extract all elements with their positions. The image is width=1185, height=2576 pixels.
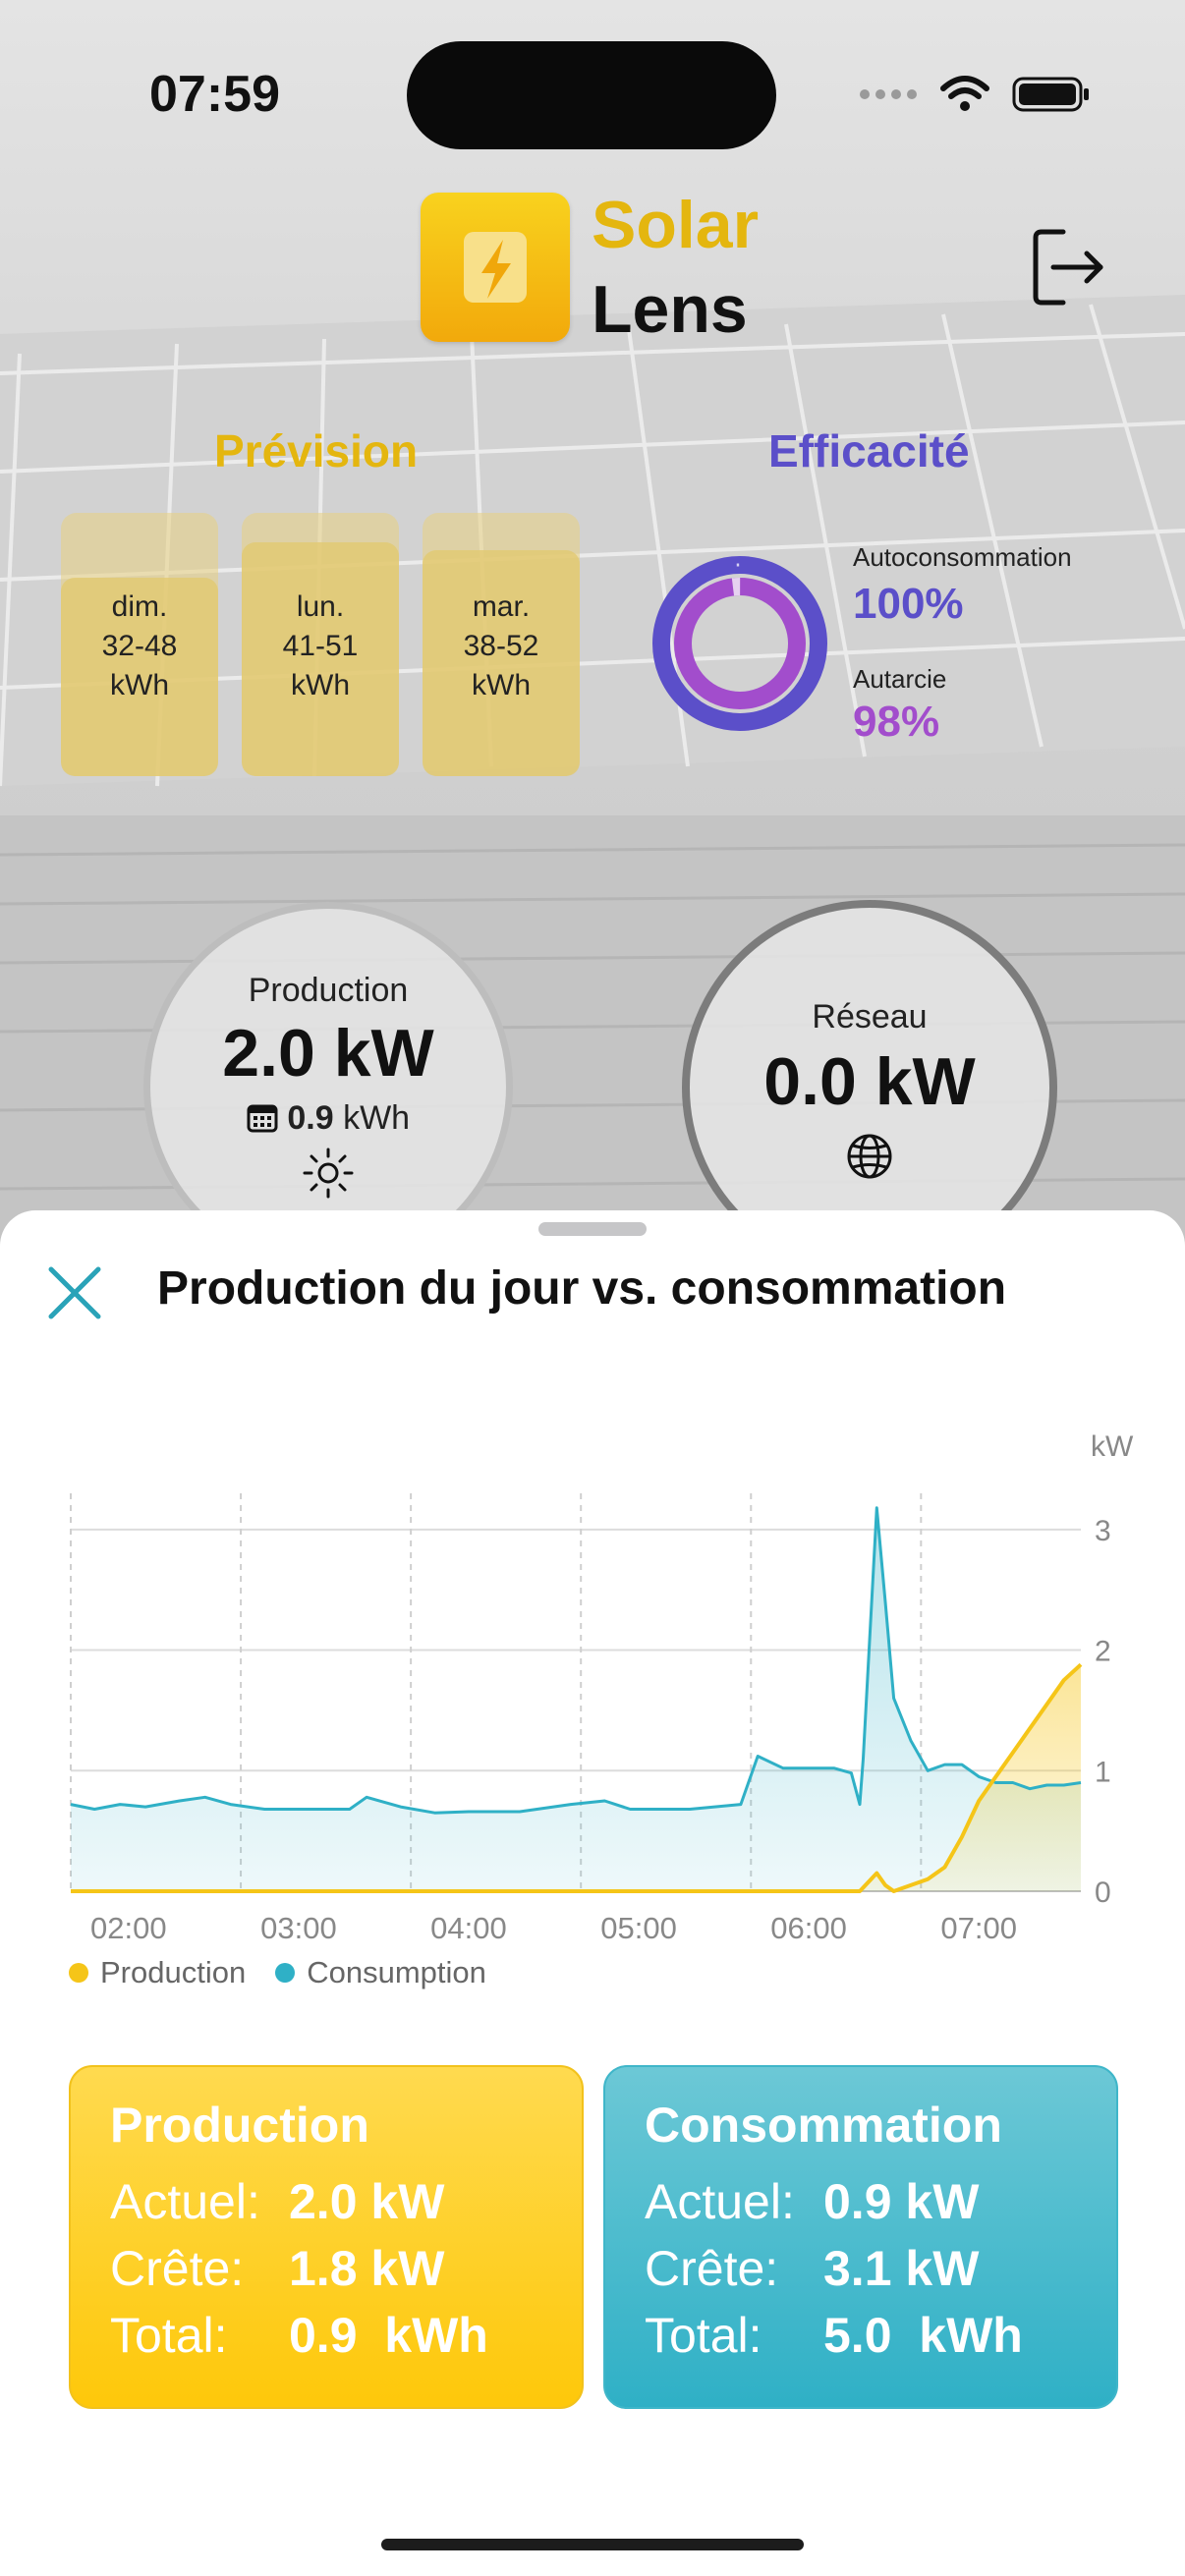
legend-production-dot — [69, 1963, 88, 1983]
forecast-card-fill — [61, 578, 218, 776]
network-gauge-label: Réseau — [812, 998, 928, 1036]
consumption-total-label: Total: — [645, 2308, 762, 2363]
y-tick-label: 0 — [1095, 1876, 1111, 1909]
production-stat-card: Production Actuel: 2.0 kW Crête: 1.8 kW To… — [69, 2065, 584, 2409]
consumption-stat-card: Consommation Actuel: 0.9 kW Crête: 3.1 kW … — [603, 2065, 1118, 2409]
legend-consumption-dot — [275, 1963, 296, 1983]
cellular-signal-icon — [860, 89, 917, 99]
autoconsommation-label: Autoconsommation — [853, 542, 1072, 572]
consumption-total-row: Total: 5.0 kWh — [645, 2307, 1023, 2364]
x-tick-label: 07:00 — [940, 1911, 1017, 1945]
production-gauge-value: 2.0 kW — [222, 1016, 434, 1091]
production-stat-title: Production — [110, 2098, 369, 2153]
forecast-card-text: dim. 32-48 kWh — [61, 588, 218, 705]
consumption-peak-row: Crête: 3.1 kW — [645, 2240, 979, 2297]
autoconsommation-value: 100% — [853, 580, 964, 628]
y-tick-label: 2 — [1095, 1636, 1111, 1668]
legend-production-label: Production — [100, 1955, 247, 1989]
production-total-label: Total: — [110, 2308, 228, 2363]
network-gauge-value: 0.0 kW — [763, 1044, 976, 1119]
production-line — [71, 1662, 1083, 1893]
production-total-row: Total: 0.9 kWh — [110, 2307, 488, 2364]
sun-icon — [303, 1148, 354, 1199]
forecast-day: mar. — [472, 590, 531, 623]
status-time: 07:59 — [149, 66, 280, 123]
chart-legend: Production Consumption — [69, 1955, 486, 1990]
efficiency-ring — [650, 554, 829, 738]
status-icons — [859, 69, 1091, 120]
production-peak-label: Crête: — [110, 2241, 245, 2296]
forecast-card-fill — [242, 542, 399, 776]
forecast-card-fill — [423, 550, 580, 776]
production-gauge[interactable]: Production 2.0 kW 0.9 kWh — [143, 902, 513, 1271]
production-energy-value: 0.9 — [287, 1099, 334, 1137]
production-area — [71, 1664, 1081, 1891]
consumption-line — [70, 1506, 1082, 1815]
wifi-icon — [940, 76, 989, 111]
consumption-peak-label: Crête: — [645, 2241, 779, 2296]
x-tick-label: 02:00 — [90, 1911, 167, 1945]
x-tick-label: 06:00 — [770, 1911, 847, 1945]
globe-icon — [847, 1134, 892, 1179]
forecast-unit: kWh — [110, 669, 169, 701]
forecast-card-2[interactable]: mar. 38-52 kWh — [423, 513, 580, 776]
autarcie-label: Autarcie — [853, 664, 947, 694]
app-title-solar: Solar — [592, 188, 760, 262]
logout-icon — [1033, 229, 1103, 306]
consumption-area — [71, 1507, 1081, 1891]
production-total-value: 0.9 kWh — [289, 2308, 488, 2363]
forecast-card-0[interactable]: dim. 32-48 kWh — [61, 513, 218, 776]
sheet-grabber[interactable] — [538, 1222, 647, 1236]
legend-consumption: Consumption — [275, 1955, 486, 1990]
consumption-current-row: Actuel: 0.9 kW — [645, 2173, 979, 2230]
y-tick-label: 1 — [1095, 1756, 1111, 1788]
consumption-current-label: Actuel: — [645, 2174, 795, 2229]
x-tick-label: 03:00 — [260, 1911, 337, 1945]
battery-icon — [1012, 77, 1089, 112]
production-energy: 0.9 kWh — [150, 1099, 506, 1138]
legend-production: Production — [69, 1955, 246, 1990]
autarcie-value: 98% — [853, 698, 940, 746]
close-icon — [48, 1266, 101, 1319]
forecast-day: lun. — [296, 590, 345, 623]
production-gauge-label: Production — [248, 972, 409, 1009]
sheet-title: Production du jour vs. consommation — [157, 1262, 1007, 1315]
consumption-total-value: 5.0 kWh — [823, 2308, 1023, 2363]
forecast-card-text: lun. 41-51 kWh — [242, 588, 399, 705]
production-current-label: Actuel: — [110, 2174, 260, 2229]
forecast-range: 32-48 — [101, 630, 178, 662]
production-peak-row: Crête: 1.8 kW — [110, 2240, 444, 2297]
forecast-unit: kWh — [472, 669, 531, 701]
home-indicator[interactable] — [381, 2539, 804, 2550]
forecast-unit: kWh — [291, 669, 350, 701]
forecast-range: 38-52 — [463, 630, 539, 662]
forecast-card-1[interactable]: lun. 41-51 kWh — [242, 513, 399, 776]
close-button[interactable] — [43, 1261, 106, 1329]
production-current-row: Actuel: 2.0 kW — [110, 2173, 444, 2230]
x-tick-label: 05:00 — [600, 1911, 677, 1945]
production-energy-unit: kWh — [343, 1099, 411, 1137]
consumption-stat-title: Consommation — [645, 2098, 1002, 2153]
consumption-peak-value: 3.1 kW — [823, 2241, 980, 2296]
y-axis-label: kW — [1091, 1434, 1134, 1463]
forecast-range: 41-51 — [282, 630, 359, 662]
lightning-icon — [464, 232, 527, 303]
forecast-day: dim. — [111, 590, 168, 623]
production-peak-value: 1.8 kW — [289, 2241, 445, 2296]
consumption-current-value: 0.9 kW — [823, 2174, 980, 2229]
app-logo — [421, 193, 570, 342]
x-tick-label: 04:00 — [430, 1911, 507, 1945]
production-current-value: 2.0 kW — [289, 2174, 445, 2229]
legend-consumption-label: Consumption — [307, 1955, 486, 1989]
production-consumption-chart: 0 1 2 3 kW 02:00 03:00 04:00 05:00 06:00 07:00 — [70, 1434, 1134, 1945]
dynamic-island — [407, 41, 776, 149]
logout-button[interactable] — [1030, 226, 1108, 313]
y-tick-label: 3 — [1095, 1515, 1111, 1547]
app-title-lens: Lens — [592, 272, 748, 347]
calendar-icon — [247, 1104, 278, 1133]
forecast-title: Prévision — [214, 425, 419, 476]
efficiency-title: Efficacité — [768, 425, 970, 476]
forecast-card-text: mar. 38-52 kWh — [423, 588, 580, 705]
